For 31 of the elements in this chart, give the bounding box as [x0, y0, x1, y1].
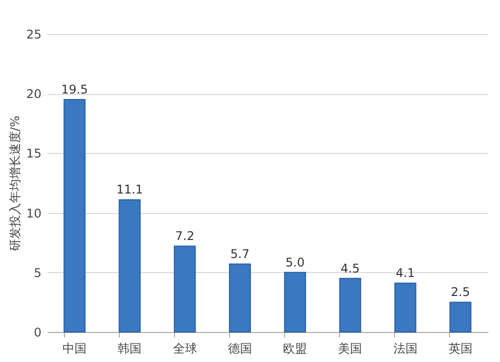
- y-tick-label: 25: [26, 28, 42, 42]
- y-tick-label: 10: [26, 206, 42, 220]
- bar: [118, 199, 141, 332]
- bar: [228, 264, 251, 332]
- y-tick-label: 0: [34, 326, 42, 340]
- data-label: 5.7: [230, 247, 250, 262]
- x-tick-label: 全球: [172, 342, 197, 356]
- data-label: 11.1: [116, 182, 144, 197]
- y-tick-label: 20: [26, 87, 42, 102]
- data-label: 4.1: [396, 266, 415, 280]
- x-tick-label: 欧盟: [283, 342, 308, 356]
- x-tick-label: 德国: [228, 342, 252, 356]
- y-axis-title: 研发投入年均增长速度/%: [8, 116, 22, 252]
- x-tick-label: 美国: [338, 342, 362, 356]
- x-tick-label: 法国: [393, 342, 418, 356]
- bar: [284, 272, 306, 332]
- data-label: 19.5: [61, 82, 88, 97]
- x-tick-label: 中国: [62, 342, 87, 356]
- x-tick-label: 韩国: [118, 342, 142, 356]
- data-label: 7.2: [175, 229, 194, 244]
- bar: [394, 282, 416, 332]
- bar: [339, 278, 362, 332]
- bar: [64, 99, 86, 332]
- data-label: 4.5: [340, 261, 360, 276]
- bar: [449, 302, 472, 332]
- data-label: 2.5: [450, 285, 470, 300]
- y-tick-label: 15: [26, 146, 42, 161]
- y-tick-label: 5: [34, 266, 42, 280]
- data-label: 5.0: [286, 255, 305, 270]
- bar: [174, 246, 196, 332]
- x-tick-label: 英国: [448, 342, 472, 356]
